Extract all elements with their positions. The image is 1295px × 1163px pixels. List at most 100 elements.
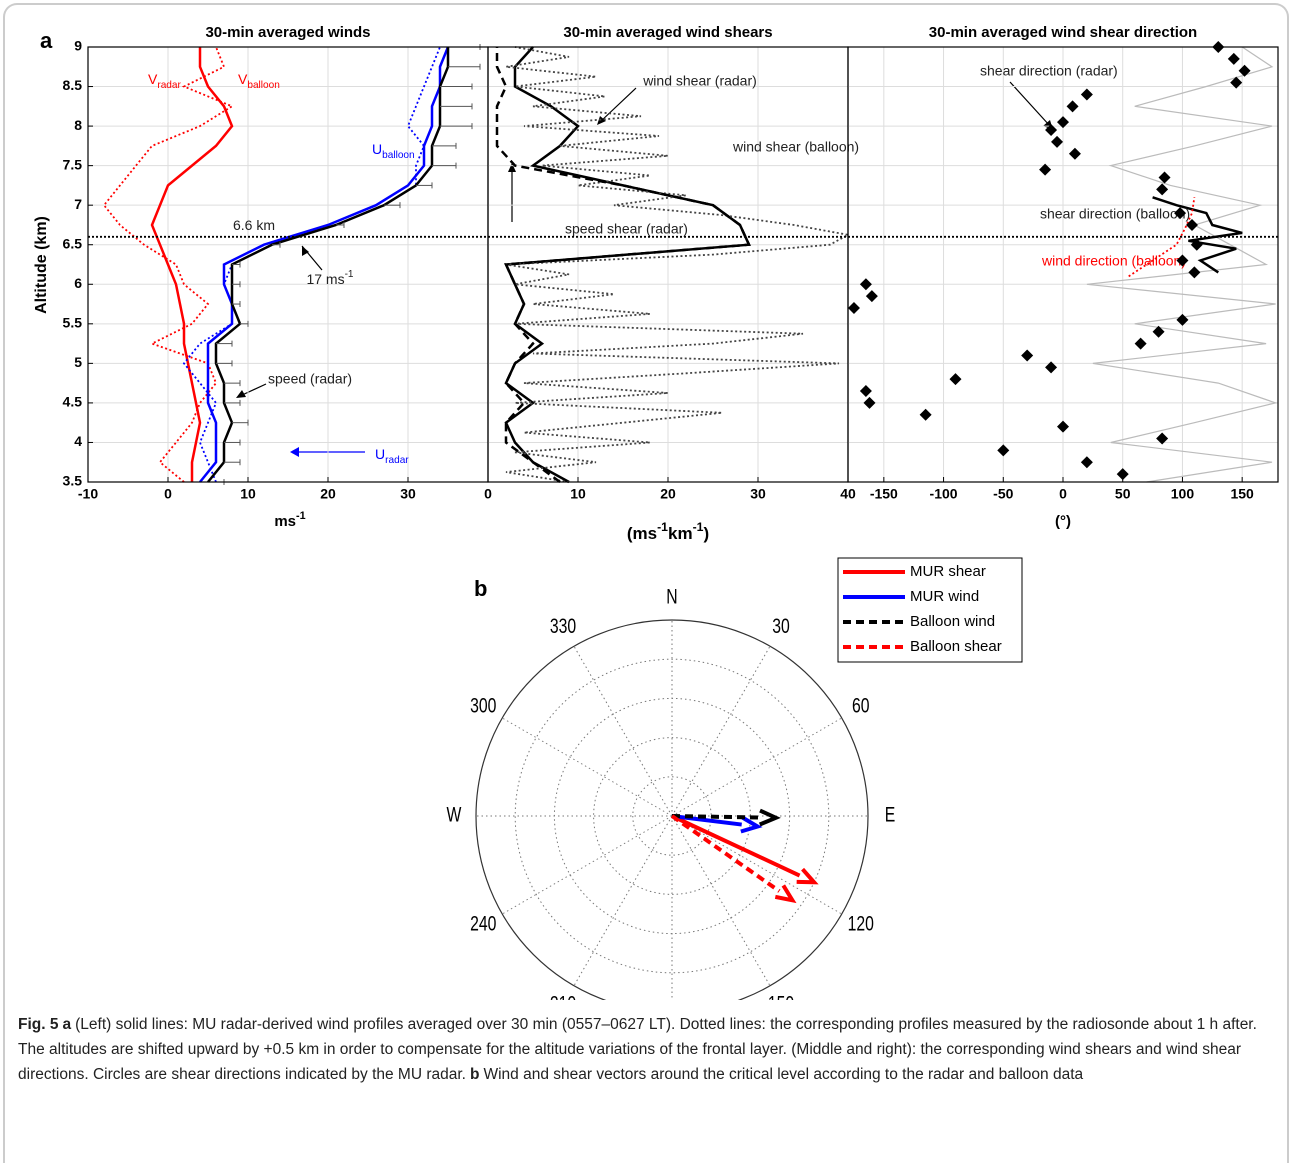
series-label: speed (radar)	[268, 371, 352, 387]
annotation: 6.6 km	[233, 217, 275, 233]
marker	[1116, 468, 1129, 481]
series-label: shear direction (balloon)	[1040, 206, 1190, 222]
label-part: balloon	[247, 80, 280, 91]
panel-label: a	[40, 28, 53, 53]
legend-label: Balloon wind	[910, 613, 995, 630]
arrow	[599, 87, 637, 123]
vector	[671, 814, 801, 878]
arrow	[1009, 81, 1051, 127]
series-line	[1086, 46, 1278, 483]
y-tick-label: 6.5	[63, 235, 83, 251]
grid-spoke	[573, 646, 673, 817]
plot-frame	[847, 46, 1279, 483]
marker	[919, 408, 932, 421]
marker	[1057, 116, 1069, 129]
theta-tick-label: 240	[470, 911, 496, 935]
marker	[1068, 147, 1081, 160]
marker	[1080, 456, 1093, 469]
x-tick-label: -50	[993, 486, 1013, 502]
marker	[1156, 432, 1169, 445]
caption-text: Wind and shear vectors around the critic…	[483, 1066, 1084, 1083]
series-label: Vballoon	[238, 71, 280, 91]
arrow-heads	[236, 116, 1053, 457]
x-tick-label: 50	[1115, 486, 1131, 502]
marker	[1066, 100, 1079, 113]
label-part: -1	[693, 520, 704, 534]
marker	[1227, 52, 1240, 65]
x-tick-label: 0	[164, 486, 172, 502]
vector-head	[796, 867, 819, 885]
y-tick-label: 3.5	[63, 473, 83, 489]
label-part: balloon	[382, 150, 415, 161]
label-part: -1	[657, 520, 668, 534]
theta-tick-label: 30	[772, 614, 790, 638]
vector-head	[774, 884, 797, 904]
plot-panel: -150 -100 -50 0 50 100 150 shear direction (bal…	[847, 24, 1279, 530]
marker	[1190, 238, 1203, 251]
series-label: shear direction (radar)	[980, 63, 1118, 79]
label-part: U	[372, 141, 382, 157]
y-tick-label: 7	[74, 196, 82, 212]
y-tick-label: 5	[74, 354, 82, 370]
label-part: 17 ms	[306, 271, 344, 287]
theta-tick-label: N	[666, 584, 677, 608]
label-part: -1	[296, 510, 306, 522]
arrow-head	[508, 163, 516, 172]
marker	[1158, 171, 1171, 184]
grid-spoke	[671, 646, 771, 817]
label-part: -1	[345, 269, 354, 280]
legend-label: MUR shear	[910, 563, 986, 580]
y-tick-label: 6	[74, 275, 82, 291]
x-tick-label: -100	[930, 486, 958, 502]
marker	[1152, 325, 1165, 338]
annotation: 17 ms-1	[306, 269, 353, 287]
marker	[949, 373, 962, 386]
series-label: wind shear (radar)	[642, 73, 757, 89]
theta-tick-label: 150	[768, 991, 794, 1000]
arrow-head	[290, 447, 299, 457]
panel-label: b	[474, 576, 487, 601]
caption-text: Fig. 5	[18, 1016, 59, 1033]
arrow-head	[597, 116, 606, 125]
theta-tick-label: 60	[852, 693, 870, 717]
x-tick-label: 0	[484, 486, 492, 502]
label-part: radar	[385, 455, 409, 466]
caption-text: b	[469, 1066, 480, 1083]
marker	[1045, 361, 1058, 374]
x-tick-label: 100	[1171, 486, 1195, 502]
series-label: Uradar	[375, 446, 409, 466]
vector	[670, 814, 781, 893]
marker	[1134, 337, 1147, 350]
marker	[1176, 313, 1189, 326]
label-part: km	[668, 524, 693, 543]
marker	[1174, 207, 1187, 220]
y-tick-label: 8.5	[63, 77, 83, 93]
arrow-head	[302, 246, 309, 256]
x-tick-label: 20	[660, 486, 676, 502]
legend-label: MUR wind	[910, 588, 979, 605]
x-tick-label: 10	[570, 486, 586, 502]
label-part: (ms	[627, 524, 657, 543]
y-axis-label: Altitude (km)	[33, 216, 50, 314]
label-part: )	[703, 524, 709, 543]
x-tick-label: 20	[320, 486, 336, 502]
series-label: speed shear (radar)	[565, 221, 688, 237]
grid-spoke	[502, 815, 673, 915]
x-tick-label: 30	[750, 486, 766, 502]
label-part: V	[148, 71, 158, 87]
label-part: radar	[157, 80, 181, 91]
legend-box	[837, 557, 1023, 663]
x-tick-label: -10	[78, 486, 98, 502]
theta-tick-label: 330	[550, 614, 576, 638]
panel-title: 30-min averaged wind shears	[563, 24, 772, 41]
plot-panel: 0 10 20 30 40 wind shear (radar) wind shear (b…	[484, 24, 859, 544]
marker	[1156, 183, 1169, 196]
theta-tick-label: W	[447, 802, 462, 826]
polar-frame	[475, 619, 869, 1000]
marker	[865, 290, 878, 303]
series-line	[1152, 196, 1243, 274]
theta-tick-label: 300	[470, 693, 496, 717]
caption-text: a	[62, 1016, 72, 1033]
